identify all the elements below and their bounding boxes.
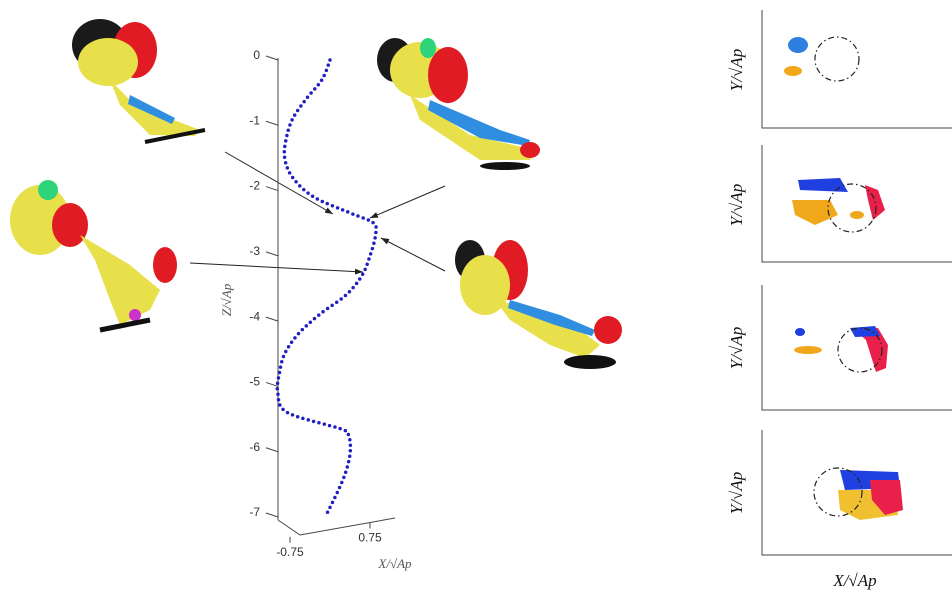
- base-axes: [277, 517, 396, 536]
- trajectory: [275, 58, 379, 519]
- panel-1: [761, 10, 952, 129]
- panel-3: [761, 285, 952, 411]
- arrow: [224, 151, 334, 215]
- y-tick: [265, 55, 279, 61]
- x-tick-label: 0.75: [358, 531, 382, 545]
- panel-4: [761, 430, 952, 556]
- rendering-top-left: [72, 19, 206, 144]
- y-tick-label: -5: [249, 375, 260, 389]
- y-tick-label: -2: [249, 179, 260, 193]
- rendering-top-right: [377, 38, 540, 170]
- y-tick-label: -1: [249, 113, 260, 127]
- panel-y-label: Y/√Ap: [727, 184, 746, 226]
- y-tick: [265, 186, 279, 192]
- y-tick: [265, 120, 279, 126]
- arrow: [369, 185, 446, 219]
- y-tick-label: -6: [249, 440, 260, 454]
- panel-2: [761, 145, 952, 263]
- y-tick: [265, 512, 279, 518]
- panel-y-label: Y/√Ap: [727, 327, 746, 369]
- panel-x-label: X/√Ap: [832, 571, 876, 590]
- arrow: [189, 262, 364, 275]
- y-tick-label: 0: [253, 48, 260, 62]
- x-axis-label: X/√Ap: [377, 556, 412, 571]
- y-tick: [265, 447, 279, 453]
- z-axis-label: Z/√Ap: [219, 283, 234, 316]
- rendering-right: [455, 240, 622, 369]
- arrow: [380, 237, 446, 272]
- rendering-left: [10, 180, 177, 333]
- y-tick: [265, 381, 279, 387]
- y-tick: [265, 251, 279, 257]
- y-tick-label: -3: [249, 244, 260, 258]
- panel-y-label: Y/√Ap: [727, 472, 746, 514]
- y-tick-label: -7: [249, 505, 260, 519]
- y-tick-label: -4: [249, 309, 260, 323]
- y-tick: [265, 316, 279, 322]
- x-tick-label: -0.75: [276, 545, 304, 559]
- panel-y-label: Y/√Ap: [727, 49, 746, 91]
